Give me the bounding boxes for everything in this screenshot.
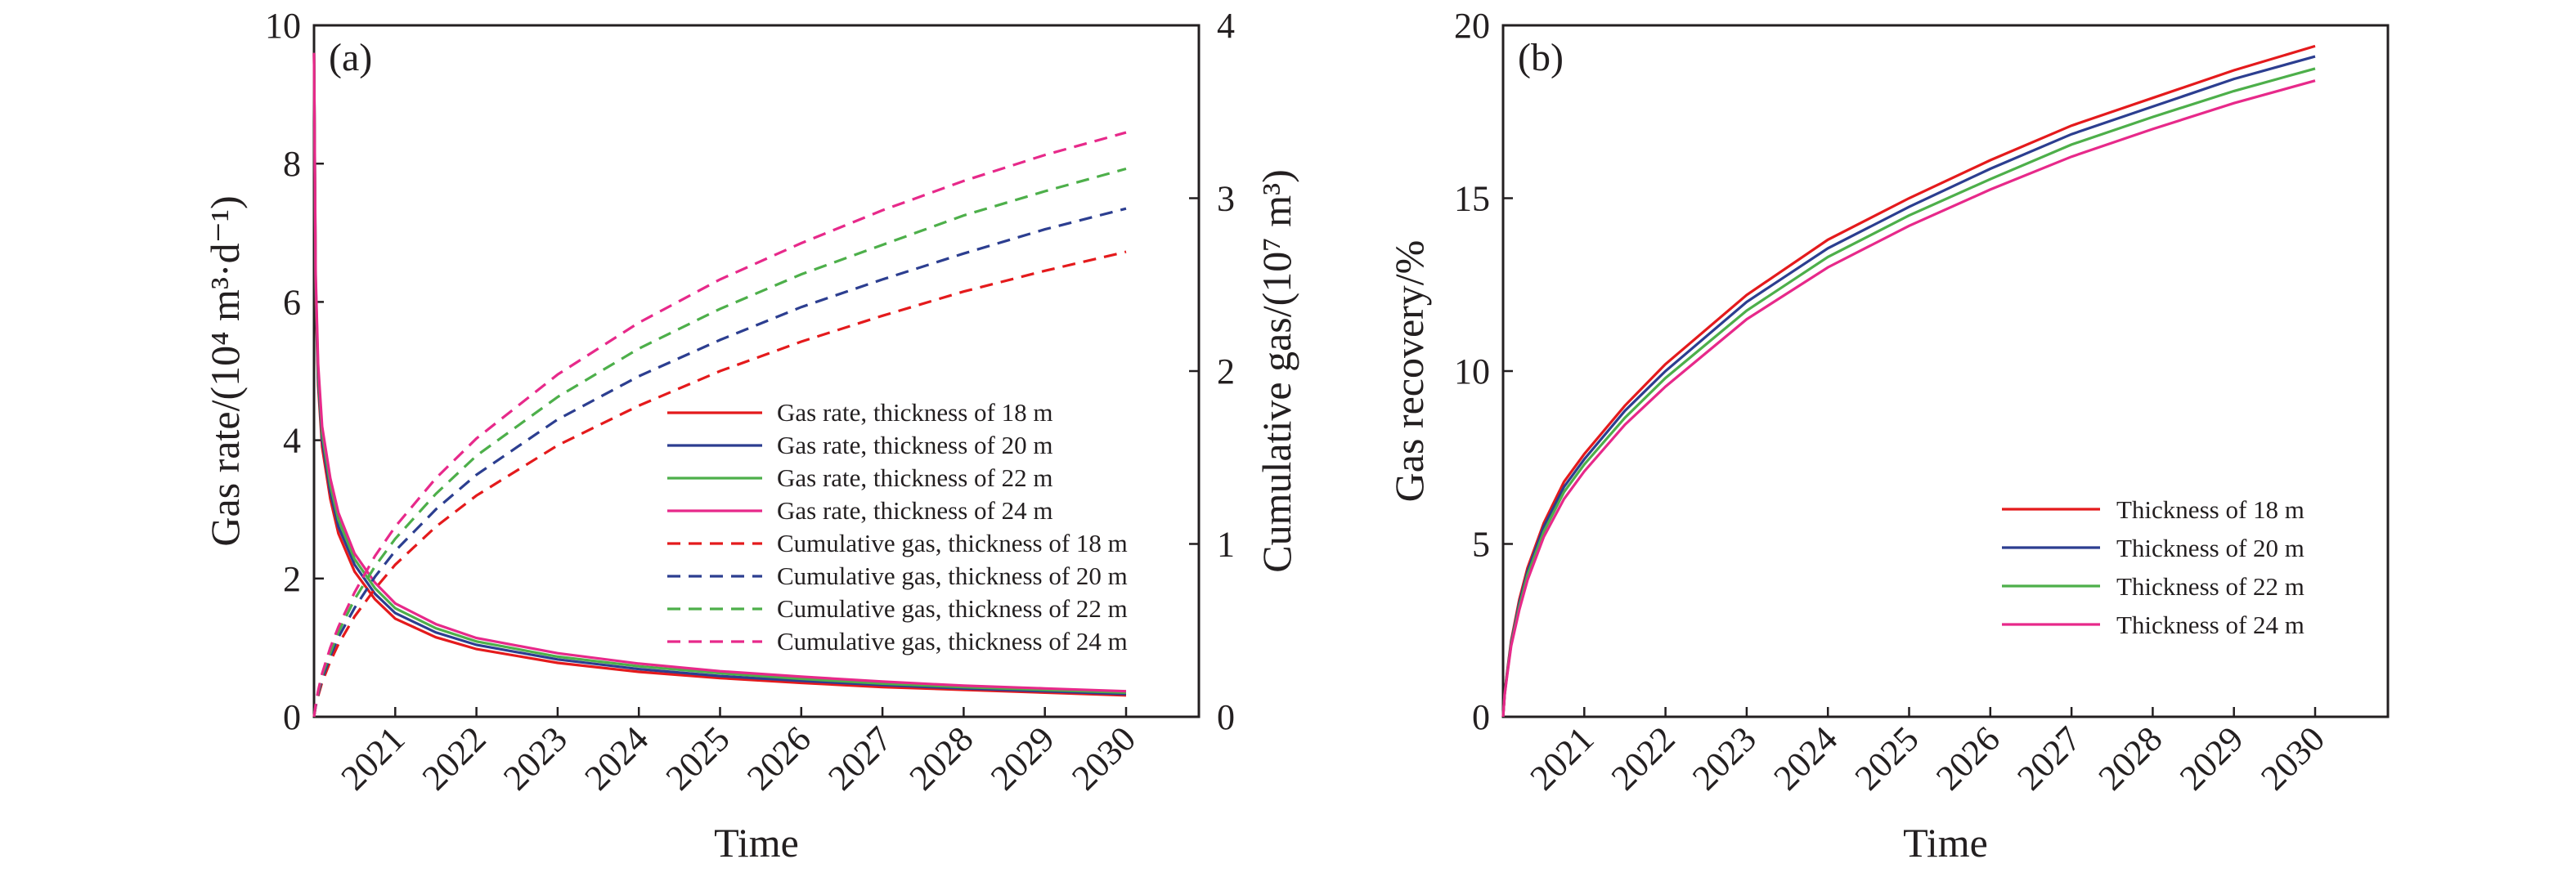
y-tick-label-left-2: 2 xyxy=(283,559,301,599)
legend-label-cumulative-gas-thickness-of-24-m: Cumulative gas, thickness of 24 m xyxy=(777,627,1128,656)
x-tick-label-2026: 2026 xyxy=(739,718,819,798)
y-tick-label-right-2: 2 xyxy=(1217,351,1235,392)
panel-label-a: (a) xyxy=(329,36,372,79)
x-tick-label-2030: 2030 xyxy=(1064,718,1143,798)
series-line-thickness-of-24-m xyxy=(1501,79,2316,718)
legend-label-gas-rate-thickness-of-18-m: Gas rate, thickness of 18 m xyxy=(777,398,1052,427)
x-tick-label-2022: 2022 xyxy=(1604,718,1683,798)
legend-label-thickness-of-24-m: Thickness of 24 m xyxy=(2116,611,2304,639)
y-tick-label-right-4: 4 xyxy=(1217,6,1235,46)
legend-label-gas-rate-thickness-of-20-m: Gas rate, thickness of 20 m xyxy=(777,431,1052,459)
series-line-gas-rate-thickness-of-24-m xyxy=(312,52,1127,693)
y-axis-title-left-a: Gas rate/(10⁴ m³·d⁻¹) xyxy=(202,195,248,546)
panel-label-b: (b) xyxy=(1518,36,1564,79)
y-tick-label-left-8: 8 xyxy=(283,144,301,184)
y-tick-label-10: 10 xyxy=(1454,351,1490,392)
x-tick-label-2028: 2028 xyxy=(902,718,981,798)
series-lines-b xyxy=(1501,44,2316,718)
x-tick-label-2028: 2028 xyxy=(2091,718,2170,798)
x-tick-label-2024: 2024 xyxy=(1766,718,1845,798)
legend-b: Thickness of 18 m Thickness of 20 m Thickn… xyxy=(2002,495,2304,639)
legend-label-gas-rate-thickness-of-24-m: Gas rate, thickness of 24 m xyxy=(777,496,1052,525)
legend-label-cumulative-gas-thickness-of-18-m: Cumulative gas, thickness of 18 m xyxy=(777,529,1128,557)
legend-label-thickness-of-22-m: Thickness of 22 m xyxy=(2116,572,2304,601)
series-line-cumulative-gas-thickness-of-18-m xyxy=(312,250,1127,718)
y-tick-label-20: 20 xyxy=(1454,6,1490,46)
series-line-cumulative-gas-thickness-of-20-m xyxy=(312,207,1127,718)
x-axis-title-b: Time xyxy=(1903,820,1988,866)
x-tick-label-2021: 2021 xyxy=(1522,718,1601,798)
y-tick-label-left-4: 4 xyxy=(283,421,301,461)
chart-panel-a: 2021 2022 2023 2024 2025 2026 2027 2028 2029 2030… xyxy=(202,6,1299,866)
y-tick-label-left-10: 10 xyxy=(265,6,301,46)
x-tick-label-2025: 2025 xyxy=(658,718,738,798)
y-tick-label-left-6: 6 xyxy=(283,282,301,322)
x-tick-label-2021: 2021 xyxy=(333,718,412,798)
x-tick-label-2025: 2025 xyxy=(1847,718,1927,798)
chart-panel-b: 2021 2022 2023 2024 2025 2026 2027 2028 2029 2030… xyxy=(1386,6,2390,866)
y-tick-label-15: 15 xyxy=(1454,179,1490,219)
x-tick-label-2029: 2029 xyxy=(983,718,1062,798)
legend-label-thickness-of-18-m: Thickness of 18 m xyxy=(2116,495,2304,524)
x-tick-label-2030: 2030 xyxy=(2253,718,2332,798)
series-line-cumulative-gas-thickness-of-24-m xyxy=(312,131,1127,718)
x-tick-label-2029: 2029 xyxy=(2172,718,2251,798)
series-lines-a xyxy=(312,52,1127,718)
y-tick-label-right-1: 1 xyxy=(1217,525,1235,565)
legend-label-thickness-of-20-m: Thickness of 20 m xyxy=(2116,534,2304,562)
x-tick-label-2027: 2027 xyxy=(2009,718,2089,798)
legend-a: Gas rate, thickness of 18 m Gas rate, thi… xyxy=(667,398,1128,656)
y-tick-label-right-0: 0 xyxy=(1217,697,1235,737)
y-axis-title-b: Gas recovery/% xyxy=(1386,240,1432,503)
legend-label-gas-rate-thickness-of-22-m: Gas rate, thickness of 22 m xyxy=(777,463,1052,492)
x-tick-label-2023: 2023 xyxy=(1685,718,1764,798)
x-tick-label-2024: 2024 xyxy=(577,718,656,798)
y-axis-title-right-a: Cumulative gas/(10⁷ m³) xyxy=(1254,169,1299,572)
y-tick-label-0: 0 xyxy=(1472,697,1490,737)
y-tick-label-right-3: 3 xyxy=(1217,179,1235,219)
x-tick-label-2023: 2023 xyxy=(496,718,575,798)
x-axis-title-a: Time xyxy=(714,820,799,866)
y-tick-label-5: 5 xyxy=(1472,525,1490,565)
x-tick-label-2027: 2027 xyxy=(820,718,900,798)
axis-ticks-b: 2021 2022 2023 2024 2025 2026 2027 2028 2029 2030… xyxy=(1454,6,2332,798)
legend-label-cumulative-gas-thickness-of-20-m: Cumulative gas, thickness of 20 m xyxy=(777,562,1128,590)
x-tick-label-2026: 2026 xyxy=(1928,718,2008,798)
series-line-cumulative-gas-thickness-of-22-m xyxy=(312,167,1127,718)
x-tick-label-2022: 2022 xyxy=(415,718,494,798)
y-tick-label-left-0: 0 xyxy=(283,697,301,737)
legend-label-cumulative-gas-thickness-of-22-m: Cumulative gas, thickness of 22 m xyxy=(777,594,1128,623)
